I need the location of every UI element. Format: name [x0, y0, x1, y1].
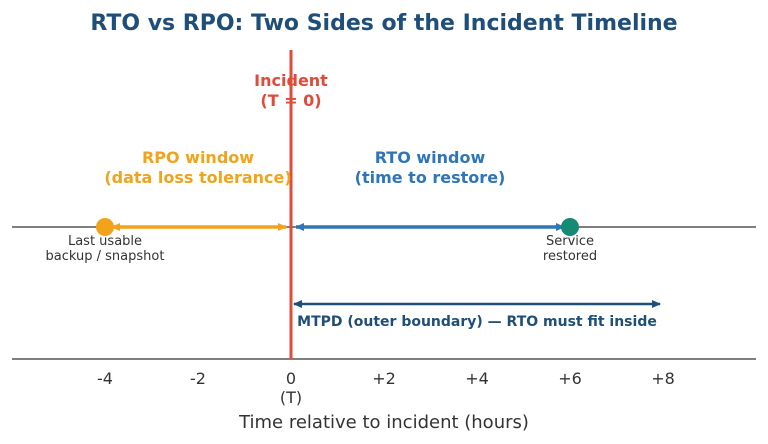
x-axis-ticks: -4 -2 0 +2 +4 +6 +8	[97, 369, 675, 388]
backup-label-line1: Last usable	[68, 234, 142, 249]
tick-label: +8	[651, 369, 675, 388]
mtpd-label: MTPD (outer boundary) — RTO must fit ins…	[297, 314, 657, 330]
x-axis-label: Time relative to incident (hours)	[238, 412, 529, 433]
diagram-title: RTO vs RPO: Two Sides of the Incident Ti…	[90, 11, 677, 36]
rpo-window-sublabel: (data loss tolerance)	[104, 168, 291, 187]
tick-label: -2	[190, 369, 206, 388]
backup-label-line2: backup / snapshot	[46, 249, 165, 264]
rpo-window-label: RPO window	[142, 148, 254, 167]
service-restored-point	[561, 218, 579, 236]
last-backup-point	[96, 218, 114, 236]
tick-zero-sublabel: (T)	[280, 388, 302, 407]
tick-label: +2	[372, 369, 396, 388]
rto-window-sublabel: (time to restore)	[355, 168, 506, 187]
tick-label: -4	[97, 369, 113, 388]
service-label-line1: Service	[546, 234, 594, 249]
service-label-line2: restored	[543, 249, 597, 264]
tick-label: +6	[558, 369, 582, 388]
tick-label: +4	[465, 369, 489, 388]
tick-label: 0	[286, 369, 296, 388]
incident-label-line1: Incident	[254, 71, 328, 90]
incident-label-line2: (T = 0)	[260, 91, 321, 110]
rto-window-label: RTO window	[375, 148, 486, 167]
